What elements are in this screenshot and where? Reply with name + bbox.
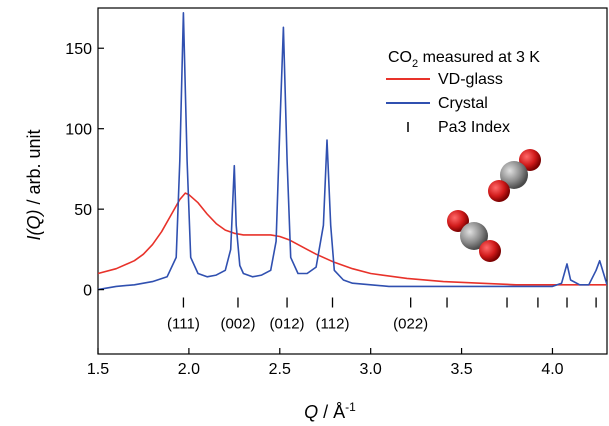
legend-label-pa3-index: Pa3 Index: [438, 119, 510, 136]
legend-title: CO2 measured at 3 K: [388, 49, 540, 70]
legend: CO2 measured at 3 K VD-glass Crystal Pa3…: [386, 49, 540, 136]
x-tick-label: 4.0: [541, 361, 563, 378]
hkl-label: (012): [270, 315, 305, 332]
x-axis-title: Q / Å-1: [304, 400, 356, 422]
hkl-label: (002): [220, 315, 255, 332]
hkl-label: (022): [393, 315, 428, 332]
co2-molecule-illustration: [488, 149, 541, 202]
legend-label-crystal: Crystal: [438, 95, 488, 112]
plot-border: [97, 7, 608, 355]
legend-label-vd-glass: VD-glass: [438, 71, 503, 88]
co2-molecule-illustration: [447, 210, 501, 262]
x-tick-label: 3.5: [450, 361, 472, 378]
hkl-label: (112): [316, 315, 350, 332]
series-layer: [97, 12, 607, 291]
hkl-label: (111): [167, 315, 200, 332]
pa3-index-layer: (111) (002) (012) (112) (022): [167, 297, 597, 332]
x-tick-label: 2.0: [178, 361, 200, 378]
y-tick-label: 0: [83, 283, 92, 300]
x-tick-label: 1.5: [87, 361, 109, 378]
x-tick-label: 2.5: [269, 361, 291, 378]
x-tick-label: 3.0: [360, 361, 382, 378]
y-tick-label: 100: [65, 122, 92, 139]
y-axis-title: I(Q) / arb. unit: [24, 129, 44, 240]
plot-frame: [97, 7, 608, 355]
series-line-crystal: [97, 12, 607, 291]
axes-layer: 1.5 2.0 2.5 3.0 3.5 4.0 0 50 100 150: [65, 41, 563, 378]
y-tick-label: 150: [65, 41, 92, 58]
series-line-vd-glass: [97, 192, 607, 286]
y-tick-label: 50: [74, 202, 92, 219]
